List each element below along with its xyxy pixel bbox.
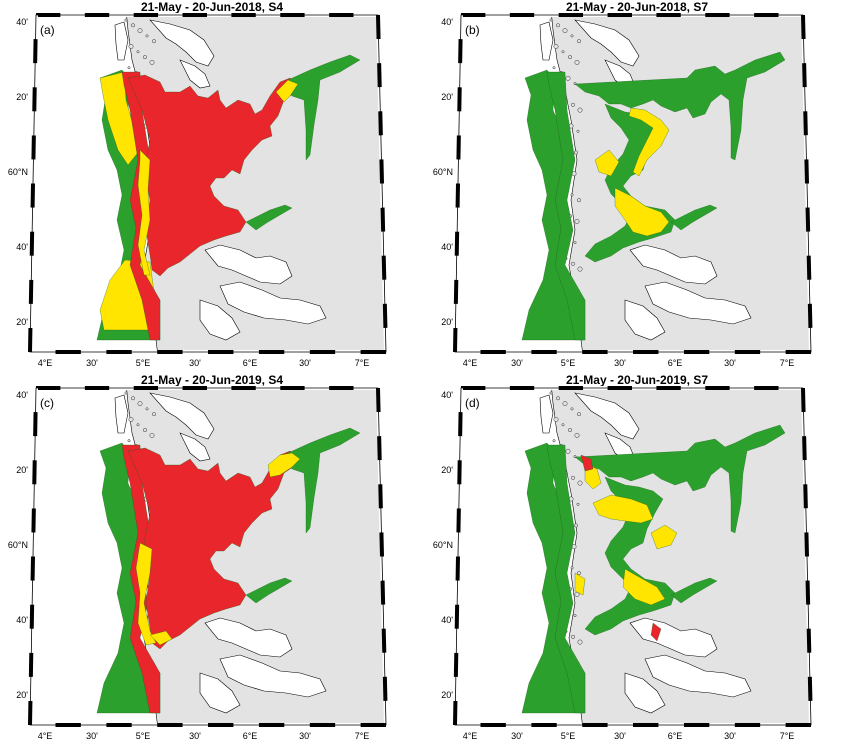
lon-tick-label: 30'	[189, 358, 201, 368]
lat-tick-label: 40'	[16, 615, 28, 625]
lon-tick-label: 30'	[511, 358, 523, 368]
lon-tick-label: 7°E	[355, 731, 370, 741]
lon-tick-label: 30'	[614, 731, 626, 741]
lon-tick-label: 30'	[86, 731, 98, 741]
lat-tick-label: 40'	[16, 242, 28, 252]
lon-tick-label: 30'	[614, 358, 626, 368]
lon-tick-label: 7°E	[780, 358, 795, 368]
lat-tick-label: 20'	[441, 317, 453, 327]
lon-tick-label: 6°E	[243, 358, 258, 368]
lon-tick-label: 6°E	[668, 358, 683, 368]
lon-tick-label: 4°E	[38, 731, 53, 741]
lat-tick-label: 60°N	[433, 540, 453, 550]
map-panel-b: 21-May - 20-Jun-2018, S7 (b) 4°E 30' 5°E 30' 6…	[425, 0, 850, 372]
lon-tick-label: 30'	[86, 358, 98, 368]
map-body	[0, 0, 425, 372]
map-svg: 21-May - 20-Jun-2018, S7 (b) 4°E 30' 5°E 30' 6…	[425, 0, 850, 372]
lon-tick-label: 30'	[724, 731, 736, 741]
lon-tick-label: 30'	[189, 731, 201, 741]
lon-tick-label: 30'	[299, 731, 311, 741]
lat-tick-label: 20'	[16, 465, 28, 475]
lon-tick-label: 5°E	[561, 731, 576, 741]
lat-tick-label: 60°N	[8, 540, 28, 550]
lat-tick-label: 60°N	[8, 167, 28, 177]
panel-label: (d)	[465, 396, 480, 410]
lat-tick-label: 40'	[441, 242, 453, 252]
panel-title: 21-May - 20-Jun-2018, S7	[566, 0, 708, 14]
lon-tick-label: 30'	[511, 731, 523, 741]
panel-title: 21-May - 20-Jun-2019, S7	[566, 373, 708, 387]
map-body	[425, 373, 850, 745]
lon-tick-label: 4°E	[463, 731, 478, 741]
lon-tick-label: 30'	[299, 358, 311, 368]
lon-tick-label: 7°E	[355, 358, 370, 368]
panel-label: (b)	[465, 23, 480, 37]
lat-tick-label: 20'	[441, 92, 453, 102]
lon-tick-label: 5°E	[561, 358, 576, 368]
panel-title: 21-May - 20-Jun-2018, S4	[141, 0, 283, 14]
lat-tick-label: 20'	[441, 465, 453, 475]
lat-tick-label: 20'	[16, 92, 28, 102]
lon-tick-label: 4°E	[463, 358, 478, 368]
lon-tick-label: 6°E	[668, 731, 683, 741]
lat-tick-label: 20'	[16, 690, 28, 700]
map-body	[425, 0, 850, 372]
panel-label: (c)	[40, 396, 54, 410]
lon-tick-label: 5°E	[136, 358, 151, 368]
lon-tick-label: 30'	[724, 358, 736, 368]
map-body	[0, 373, 425, 745]
lat-tick-label: 20'	[16, 317, 28, 327]
lon-tick-label: 4°E	[38, 358, 53, 368]
map-panel-c: 21-May - 20-Jun-2019, S4 (c) 4°E 30' 5°E 30' 6…	[0, 373, 425, 745]
lon-tick-label: 7°E	[780, 731, 795, 741]
lat-tick-label: 40'	[441, 17, 453, 27]
map-svg: 21-May - 20-Jun-2018, S4 (a) 4°E 30' 5°E 30' 6…	[0, 0, 425, 372]
map-svg: 21-May - 20-Jun-2019, S4 (c) 4°E 30' 5°E 30' 6…	[0, 373, 425, 745]
lon-tick-label: 6°E	[243, 731, 258, 741]
lat-tick-label: 40'	[16, 390, 28, 400]
map-panel-d: 21-May - 20-Jun-2019, S7 (d) 4°E 30' 5°E 30' 6…	[425, 373, 850, 745]
lat-tick-label: 20'	[441, 690, 453, 700]
map-svg: 21-May - 20-Jun-2019, S7 (d) 4°E 30' 5°E 30' 6…	[425, 373, 850, 745]
lat-tick-label: 40'	[441, 615, 453, 625]
panel-title: 21-May - 20-Jun-2019, S4	[141, 373, 283, 387]
lat-tick-label: 60°N	[433, 167, 453, 177]
panel-label: (a)	[40, 23, 55, 37]
lon-tick-label: 5°E	[136, 731, 151, 741]
lat-tick-label: 40'	[16, 17, 28, 27]
map-panel-a: 21-May - 20-Jun-2018, S4 (a) 4°E 30' 5°E 30' 6…	[0, 0, 425, 372]
lat-tick-label: 40'	[441, 390, 453, 400]
